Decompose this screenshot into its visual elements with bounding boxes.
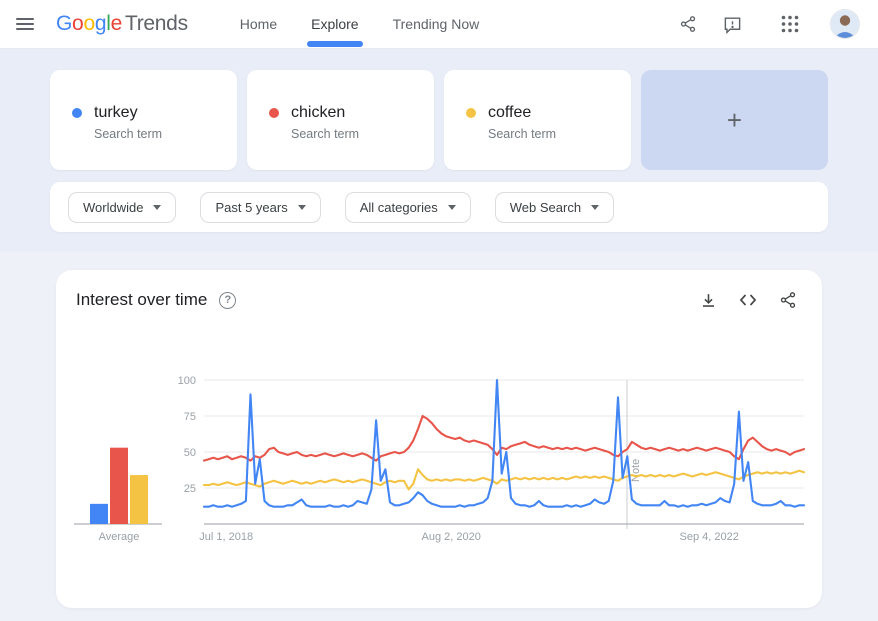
filter-value: Web Search xyxy=(509,199,582,215)
term-type: Search term xyxy=(291,127,360,141)
share-icon[interactable] xyxy=(778,290,798,310)
filters-bar: Worldwide Past 5 years All categories We… xyxy=(50,182,828,232)
time-range-filter-dropdown[interactable]: Past 5 years xyxy=(200,191,321,223)
download-icon[interactable] xyxy=(698,290,718,310)
svg-text:Sep 4, 2022: Sep 4, 2022 xyxy=(680,531,739,543)
google-apps-grid-icon[interactable] xyxy=(780,14,800,34)
turkey-series-dot xyxy=(72,108,82,118)
region-filter-dropdown[interactable]: Worldwide xyxy=(68,191,177,223)
hamburger-menu-icon[interactable] xyxy=(16,18,34,30)
search-type-filter-dropdown[interactable]: Web Search xyxy=(494,191,615,223)
svg-text:25: 25 xyxy=(184,483,196,495)
nav-tab-explore[interactable]: Explore xyxy=(307,0,364,48)
term-label: chicken xyxy=(291,104,346,121)
feedback-icon[interactable] xyxy=(722,14,742,34)
nav-tab-trending-now[interactable]: Trending Now xyxy=(392,16,480,32)
svg-text:75: 75 xyxy=(184,411,196,423)
help-icon[interactable]: ? xyxy=(219,291,237,309)
term-card-turkey[interactable]: turkey Search term xyxy=(50,70,237,170)
app-header: Google Trends Home Explore Trending Now xyxy=(0,0,878,48)
svg-text:100: 100 xyxy=(178,375,196,387)
term-card-coffee[interactable]: coffee Search term xyxy=(444,70,631,170)
embed-code-icon[interactable] xyxy=(738,290,758,310)
filter-value: Worldwide xyxy=(83,199,144,215)
term-label: coffee xyxy=(488,104,532,121)
filter-value: Past 5 years xyxy=(215,199,288,215)
filter-value: All categories xyxy=(359,199,438,215)
explore-controls-section: turkey Search term chicken Search term c… xyxy=(0,48,878,252)
main-nav: Home Explore Trending Now xyxy=(238,0,481,48)
nav-tab-home[interactable]: Home xyxy=(239,16,278,32)
chicken-series-dot xyxy=(269,108,279,118)
term-card-chicken[interactable]: chicken Search term xyxy=(247,70,434,170)
logo-brand: Google xyxy=(56,12,122,35)
interest-over-time-card: Interest over time ? 100 75 50 25 Note Averag… xyxy=(56,270,822,608)
share-icon[interactable] xyxy=(678,14,698,34)
google-trends-logo[interactable]: Google Trends xyxy=(56,12,188,36)
term-type: Search term xyxy=(94,127,163,141)
term-type: Search term xyxy=(488,127,557,141)
logo-product: Trends xyxy=(124,12,188,35)
coffee-series-dot xyxy=(466,108,476,118)
user-avatar[interactable] xyxy=(830,9,860,39)
svg-text:50: 50 xyxy=(184,447,196,459)
search-terms-row: turkey Search term chicken Search term c… xyxy=(50,70,828,170)
chevron-down-icon xyxy=(447,204,456,210)
add-comparison-button[interactable]: + xyxy=(641,70,828,170)
svg-text:Jul 1, 2018: Jul 1, 2018 xyxy=(199,531,253,543)
svg-text:Aug 2, 2020: Aug 2, 2020 xyxy=(422,531,481,543)
chevron-down-icon xyxy=(591,204,600,210)
svg-text:Note: Note xyxy=(630,459,642,482)
interest-chart-svg: 100 75 50 25 Note Average Jul 1, 2018 Aug 2, 20… xyxy=(74,375,806,543)
results-section: Interest over time ? 100 75 50 25 Note Averag… xyxy=(0,252,878,608)
term-label: turkey xyxy=(94,104,138,121)
chart-title: Interest over time xyxy=(76,290,208,309)
plus-icon: + xyxy=(726,104,743,135)
chevron-down-icon xyxy=(297,204,306,210)
category-filter-dropdown[interactable]: All categories xyxy=(344,191,471,223)
chevron-down-icon xyxy=(153,204,162,210)
svg-text:Average: Average xyxy=(99,531,140,543)
interest-over-time-chart[interactable]: 100 75 50 25 Note Average Jul 1, 2018 Aug 2, 20… xyxy=(68,372,806,559)
